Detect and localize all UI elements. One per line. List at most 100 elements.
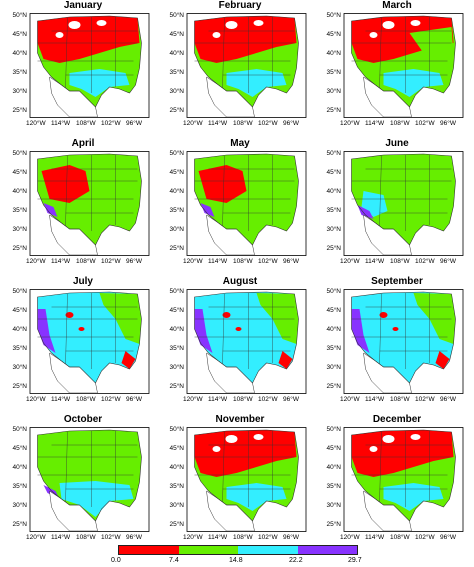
- latitude-label: 25°N: [326, 383, 341, 390]
- latitude-label: 35°N: [326, 345, 341, 352]
- longitude-label: 108°W: [233, 258, 253, 265]
- longitude-label: 114°W: [365, 258, 385, 265]
- longitude-label: 114°W: [208, 396, 228, 403]
- longitude-label: 96°W: [126, 258, 142, 265]
- map-panel: December 50°N 45°N 40°N 35°N 30°N 25°N 120°W 114…: [322, 414, 472, 548]
- latitude-label: 25°N: [12, 521, 27, 528]
- longitude-label: 108°W: [390, 258, 410, 265]
- longitude-label: 108°W: [76, 120, 96, 127]
- colorbar-tick: 0.0: [111, 557, 121, 564]
- latitude-label: 40°N: [326, 188, 341, 195]
- longitude-label: 114°W: [365, 396, 385, 403]
- longitude-label: 96°W: [126, 534, 142, 541]
- precipitation-map: [29, 289, 150, 394]
- latitude-label: 40°N: [12, 464, 27, 471]
- latitude-label: 50°N: [12, 426, 27, 433]
- latitude-label: 50°N: [12, 288, 27, 295]
- panel-title: March: [382, 0, 412, 11]
- colorbar-segment-purple: [297, 546, 357, 554]
- latitude-label: 25°N: [12, 107, 27, 114]
- latitude-label: 40°N: [12, 326, 27, 333]
- longitude-label: 120°W: [340, 258, 360, 265]
- map-panel: April 50°N 45°N 40°N 35°N 30°N 25°N 120°W 114°W 1…: [8, 138, 158, 272]
- latitude-label: 50°N: [12, 12, 27, 19]
- latitude-label: 35°N: [12, 69, 27, 76]
- precipitation-map: [29, 13, 150, 118]
- latitude-label: 50°N: [326, 12, 341, 19]
- longitude-label: 96°W: [283, 258, 299, 265]
- longitude-label: 96°W: [283, 120, 299, 127]
- latitude-label: 45°N: [169, 445, 184, 452]
- latitude-label: 35°N: [326, 69, 341, 76]
- longitude-label: 102°W: [101, 258, 121, 265]
- longitude-label: 96°W: [283, 396, 299, 403]
- longitude-label: 108°W: [390, 396, 410, 403]
- longitude-label: 108°W: [233, 534, 253, 541]
- latitude-label: 25°N: [169, 383, 184, 390]
- latitude-label: 45°N: [326, 31, 341, 38]
- colorbar-tick: 7.4: [169, 557, 179, 564]
- latitude-label: 25°N: [12, 245, 27, 252]
- latitude-label: 30°N: [169, 364, 184, 371]
- longitude-label: 108°W: [390, 534, 410, 541]
- latitude-label: 35°N: [169, 483, 184, 490]
- latitude-label: 30°N: [326, 88, 341, 95]
- latitude-label: 30°N: [12, 88, 27, 95]
- precipitation-map: [343, 427, 464, 532]
- longitude-label: 114°W: [51, 120, 71, 127]
- longitude-label: 120°W: [26, 258, 46, 265]
- colorbar-segment-red: [119, 546, 179, 554]
- longitude-label: 114°W: [208, 120, 228, 127]
- latitude-label: 30°N: [12, 364, 27, 371]
- longitude-label: 102°W: [258, 396, 278, 403]
- latitude-label: 45°N: [12, 445, 27, 452]
- latitude-label: 45°N: [12, 307, 27, 314]
- latitude-label: 50°N: [326, 150, 341, 157]
- longitude-label: 102°W: [415, 396, 435, 403]
- latitude-label: 35°N: [169, 345, 184, 352]
- latitude-label: 25°N: [169, 521, 184, 528]
- longitude-label: 96°W: [126, 396, 142, 403]
- latitude-label: 40°N: [169, 326, 184, 333]
- latitude-label: 35°N: [12, 483, 27, 490]
- longitude-label: 96°W: [440, 258, 456, 265]
- longitude-label: 120°W: [340, 534, 360, 541]
- latitude-label: 30°N: [169, 226, 184, 233]
- map-panel: January 50°N 45°N 40°N 35°N 30°N 25°N 120°W 114°…: [8, 0, 158, 134]
- colorbar-segment-green: [178, 546, 238, 554]
- panel-title: February: [218, 0, 262, 11]
- longitude-label: 114°W: [365, 120, 385, 127]
- latitude-label: 25°N: [326, 107, 341, 114]
- longitude-label: 114°W: [51, 396, 71, 403]
- panel-title: June: [385, 138, 409, 149]
- longitude-label: 102°W: [258, 534, 278, 541]
- panel-title: August: [222, 276, 258, 287]
- map-panel: August 50°N 45°N 40°N 35°N 30°N 25°N 120°W 114°W…: [165, 276, 315, 410]
- latitude-label: 40°N: [169, 464, 184, 471]
- latitude-label: 30°N: [326, 226, 341, 233]
- latitude-label: 50°N: [326, 426, 341, 433]
- precipitation-map: [186, 13, 307, 118]
- latitude-label: 30°N: [169, 88, 184, 95]
- latitude-label: 50°N: [326, 288, 341, 295]
- longitude-label: 120°W: [26, 534, 46, 541]
- latitude-label: 35°N: [326, 207, 341, 214]
- precipitation-map: [29, 427, 150, 532]
- longitude-label: 96°W: [126, 120, 142, 127]
- latitude-label: 25°N: [169, 107, 184, 114]
- latitude-label: 30°N: [12, 226, 27, 233]
- longitude-label: 96°W: [440, 396, 456, 403]
- longitude-label: 120°W: [26, 120, 46, 127]
- longitude-label: 120°W: [26, 396, 46, 403]
- latitude-label: 50°N: [169, 150, 184, 157]
- longitude-label: 102°W: [415, 534, 435, 541]
- colorbar-tick: 22.2: [289, 557, 303, 564]
- longitude-label: 102°W: [415, 258, 435, 265]
- map-panel: March 50°N 45°N 40°N 35°N 30°N 25°N 120°W 114°W 1…: [322, 0, 472, 134]
- latitude-label: 45°N: [326, 307, 341, 314]
- latitude-label: 35°N: [326, 483, 341, 490]
- longitude-label: 102°W: [258, 258, 278, 265]
- longitude-label: 108°W: [76, 396, 96, 403]
- latitude-label: 35°N: [12, 345, 27, 352]
- map-panel: September 50°N 45°N 40°N 35°N 30°N 25°N 120°W 11…: [322, 276, 472, 410]
